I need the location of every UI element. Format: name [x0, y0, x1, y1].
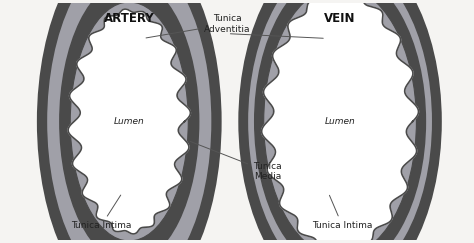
Ellipse shape	[255, 0, 425, 243]
Text: Lumen: Lumen	[114, 117, 145, 126]
Text: VEIN: VEIN	[324, 12, 356, 25]
Ellipse shape	[38, 0, 220, 243]
Polygon shape	[262, 0, 419, 243]
Ellipse shape	[60, 0, 199, 243]
Text: Tunica
Media: Tunica Media	[191, 141, 282, 181]
Text: ARTERY: ARTERY	[104, 12, 155, 25]
Text: Tunica Intima: Tunica Intima	[312, 195, 373, 230]
Ellipse shape	[239, 0, 441, 243]
Ellipse shape	[46, 0, 212, 243]
Text: Lumen: Lumen	[325, 117, 356, 126]
Text: Tunica Intima: Tunica Intima	[71, 195, 131, 230]
Ellipse shape	[264, 0, 417, 243]
Ellipse shape	[247, 0, 433, 243]
Text: Tunica
Adventitia: Tunica Adventitia	[146, 14, 251, 38]
Ellipse shape	[70, 2, 188, 241]
Polygon shape	[68, 9, 191, 234]
